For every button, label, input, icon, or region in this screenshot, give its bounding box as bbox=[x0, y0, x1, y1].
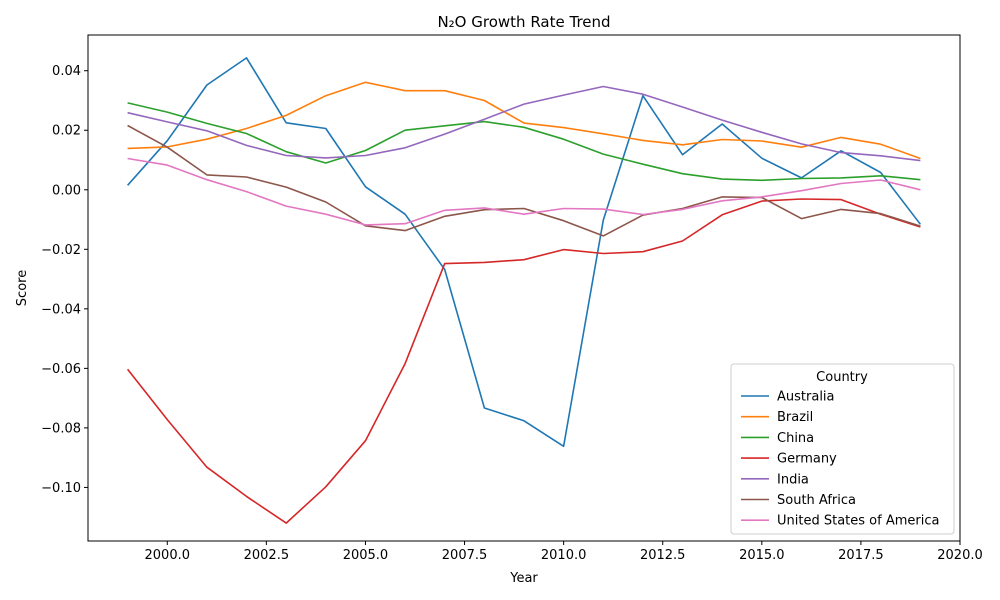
x-tick-label: 2020.0 bbox=[937, 548, 983, 563]
x-axis: 2000.0 2002.5 2005.0 2007.5 2010.0 2012.5 2015… bbox=[145, 541, 983, 563]
y-tick-label: −0.02 bbox=[41, 243, 81, 258]
plot-frame bbox=[87, 34, 961, 542]
x-tick-label: 2017.5 bbox=[838, 548, 884, 563]
legend-label-south-africa: South Africa bbox=[777, 493, 856, 508]
y-tick-label: 0.02 bbox=[52, 124, 81, 139]
y-axis-title: Score bbox=[15, 270, 30, 306]
series-line-china bbox=[127, 102, 921, 182]
series-line-india bbox=[127, 85, 921, 162]
plot-area bbox=[87, 34, 961, 542]
legend: Country Australia Brazil China Germany India… bbox=[730, 363, 955, 535]
x-tick-label: 2012.5 bbox=[640, 548, 686, 563]
series-lines bbox=[126, 57, 922, 524]
x-tick-label: 2002.5 bbox=[244, 548, 290, 563]
y-tick-label: 0.04 bbox=[52, 64, 81, 79]
series-line-south-africa bbox=[127, 124, 921, 237]
y-tick-label: −0.06 bbox=[41, 362, 81, 377]
x-tick-label: 2007.5 bbox=[442, 548, 488, 563]
series-line-united-states-of-america bbox=[127, 157, 921, 226]
series-line-brazil bbox=[127, 81, 921, 160]
y-tick-label: 0.00 bbox=[52, 183, 81, 198]
legend-label-china: China bbox=[777, 431, 814, 446]
legend-label-united-states-of-america: United States of America bbox=[777, 514, 939, 529]
legend-label-germany: Germany bbox=[777, 452, 837, 467]
x-tick-label: 2005.0 bbox=[343, 548, 389, 563]
y-axis: −0.10 −0.08 −0.06 −0.04 −0.02 0.00 0.02 0.04 bbox=[41, 64, 88, 496]
chart-title: N₂O Growth Rate Trend bbox=[437, 13, 610, 31]
x-tick-label: 2015.0 bbox=[739, 548, 785, 563]
x-tick-label: 2010.0 bbox=[541, 548, 587, 563]
legend-title: Country bbox=[816, 370, 868, 385]
legend-label-brazil: Brazil bbox=[777, 410, 813, 425]
x-axis-title: Year bbox=[509, 571, 538, 586]
legend-label-india: India bbox=[777, 472, 809, 487]
y-tick-label: −0.04 bbox=[41, 302, 81, 317]
x-tick-label: 2000.0 bbox=[145, 548, 191, 563]
legend-label-australia: Australia bbox=[777, 390, 835, 405]
y-tick-label: −0.10 bbox=[41, 481, 81, 496]
legend-box bbox=[730, 363, 955, 535]
y-tick-label: −0.08 bbox=[41, 421, 81, 436]
series-line-australia bbox=[127, 57, 922, 448]
legend-items: Australia Brazil China Germany India South Af… bbox=[741, 390, 939, 529]
series-line-germany bbox=[126, 198, 921, 524]
